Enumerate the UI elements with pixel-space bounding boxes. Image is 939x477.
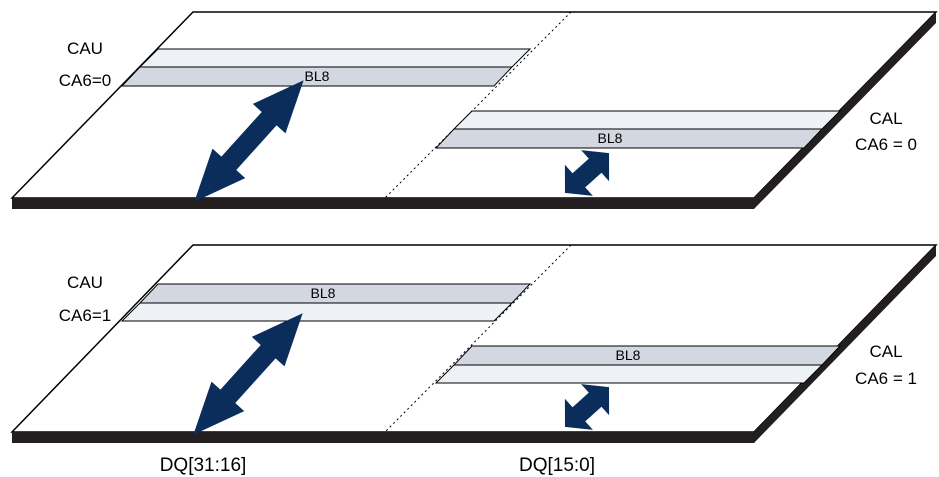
bottom-plate-side-edge xyxy=(754,245,936,443)
bottom-plate: BL8 BL8 CAU CA6=1 CAL CA6 = 1 xyxy=(10,244,938,450)
top-cau-burst-label: BL8 xyxy=(305,68,330,84)
bottom-plate-divider xyxy=(384,244,572,433)
top-cau-burst-stripe xyxy=(120,66,514,87)
bottom-cau-ca6-label: CA6=1 xyxy=(59,306,111,325)
top-cau-ca6-label: CA6=0 xyxy=(59,71,111,90)
bottom-cau-idle-stripe xyxy=(120,302,514,322)
bottom-cal-burst-label: BL8 xyxy=(616,347,641,363)
top-cau-label: CAU xyxy=(67,39,103,58)
top-cal-idle-stripe xyxy=(452,110,842,130)
bottom-cal-ca6-label: CA6 = 1 xyxy=(855,369,917,388)
bottom-cal-label: CAL xyxy=(869,342,902,361)
top-cal-ca6-label: CA6 = 0 xyxy=(855,135,917,154)
bottom-plate-front-edge xyxy=(12,432,754,443)
bottom-cau-burst-label: BL8 xyxy=(311,285,336,301)
top-plate: BL8 BL8 CAU CA6=0 CAL CA6 = 0 xyxy=(10,11,938,217)
top-cau-idle-stripe xyxy=(138,48,532,68)
top-cal-burst-label: BL8 xyxy=(598,130,623,146)
dq-upper-label: DQ[31:16] xyxy=(160,455,247,476)
bottom-cal-burst-stripe xyxy=(452,345,842,366)
top-plate-front-edge xyxy=(12,198,754,209)
bottom-plate-surface xyxy=(10,244,938,433)
top-plate-divider xyxy=(384,11,572,199)
bottom-cal-idle-stripe xyxy=(434,364,824,384)
top-cal-label: CAL xyxy=(869,109,902,128)
top-plate-surface xyxy=(10,11,938,199)
dq-lower-label: DQ[15:0] xyxy=(519,455,595,476)
top-cal-burst-stripe xyxy=(434,128,824,149)
top-plate-side-edge xyxy=(754,12,936,209)
bottom-cau-label: CAU xyxy=(67,273,103,292)
